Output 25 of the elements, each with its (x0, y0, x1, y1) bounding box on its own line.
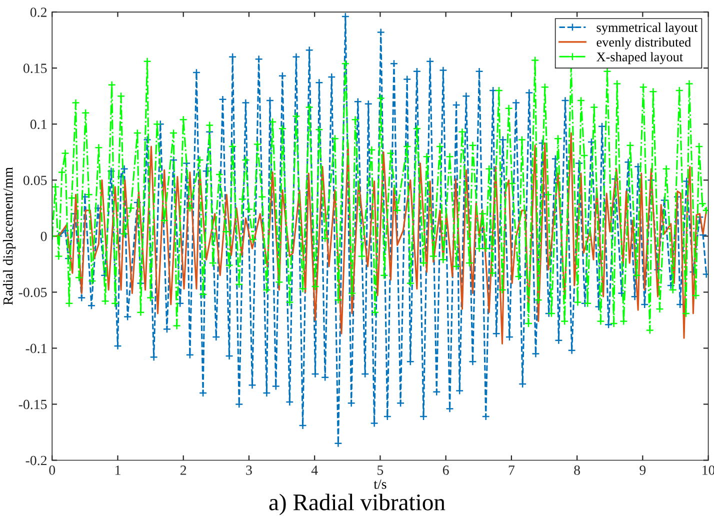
y-tick-label: -0.05 (18, 288, 47, 298)
x-tick-label: 7 (508, 466, 515, 475)
x-tick-label: 3 (246, 466, 252, 475)
x-tick-label: 0 (49, 466, 56, 475)
x-tick-label: 5 (378, 466, 384, 475)
y-tick-label: -0.15 (18, 400, 47, 410)
y-tick-label: 0.05 (23, 176, 47, 186)
x-tick-label: 8 (574, 466, 580, 475)
x-tick-label: 6 (442, 466, 449, 475)
y-tick-label: 0.2 (30, 8, 46, 18)
x-tick-label: 4 (311, 466, 318, 475)
legend-label: symmetrical layout (596, 22, 698, 35)
y-tick-label: 0 (40, 232, 47, 242)
y-axis-title: Radial displacement/mm (2, 167, 16, 305)
legend-label: X-shaped layout (596, 52, 683, 64)
y-tick-label: 0.15 (23, 64, 47, 74)
y-tick-label: -0.2 (26, 456, 46, 466)
y-tick-label: 0.1 (30, 120, 46, 130)
y-tick-label: -0.1 (26, 344, 46, 354)
x-tick-label: 2 (180, 466, 186, 475)
x-tick-label: 9 (640, 466, 646, 475)
x-tick-label: 1 (115, 466, 120, 475)
text: a) Radial vibration (269, 494, 446, 516)
legend-label: evenly distributed (596, 37, 691, 50)
x-axis-title: t/s (374, 480, 386, 489)
